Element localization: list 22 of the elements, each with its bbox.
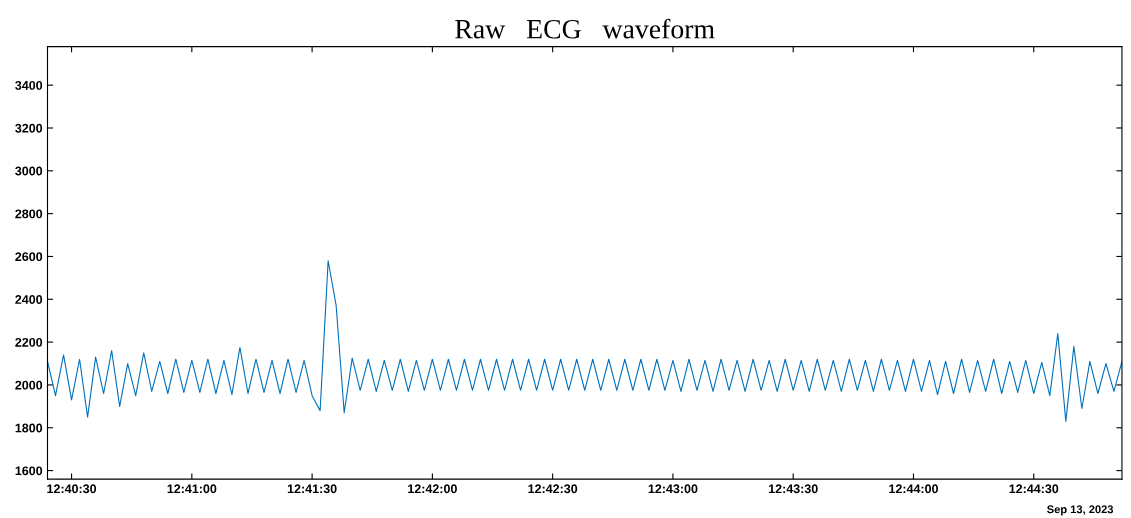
line-series bbox=[47, 260, 1122, 422]
x-tick-label: 12:44:30 bbox=[1009, 484, 1059, 494]
y-tick-label: 2400 bbox=[15, 295, 43, 304]
chart-title: Raw ECG waveform bbox=[455, 18, 715, 39]
y-tick-label: 2200 bbox=[15, 337, 43, 347]
y-tick-label: 1800 bbox=[15, 423, 43, 433]
y-tick-label: 2800 bbox=[15, 209, 43, 219]
y-tick-label: 3000 bbox=[15, 166, 43, 176]
x-tick-label: 12:40:30 bbox=[47, 484, 97, 494]
x-tick-label: 12:43:30 bbox=[768, 484, 818, 494]
x-tick-label: 12:41:30 bbox=[287, 484, 337, 494]
x-tick-label: 12:43:00 bbox=[648, 484, 698, 494]
x-tick-label: 12:44:00 bbox=[889, 484, 938, 494]
x-tick-label: 12:41:00 bbox=[167, 484, 217, 494]
y-tick-label: 1600 bbox=[15, 466, 43, 476]
y-tick-label: 2600 bbox=[15, 252, 43, 262]
x-tick-label: 12:42:30 bbox=[528, 484, 578, 494]
text: Sep 13, 2023 bbox=[1047, 505, 1114, 516]
y-tick-label: 3400 bbox=[15, 80, 43, 90]
x-tick-label: 12:42:00 bbox=[408, 484, 457, 494]
y-tick-label: 3200 bbox=[15, 123, 43, 133]
y-tick-label: 2000 bbox=[15, 380, 43, 390]
